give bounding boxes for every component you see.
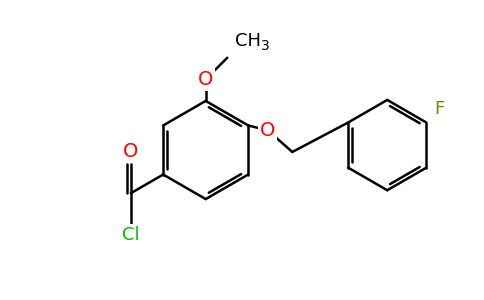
Text: F: F — [434, 100, 444, 118]
Text: CH: CH — [235, 32, 261, 50]
Text: Cl: Cl — [122, 226, 140, 244]
Text: O: O — [123, 142, 138, 161]
Text: O: O — [198, 70, 213, 89]
Text: O: O — [260, 121, 275, 140]
Text: 3: 3 — [261, 39, 270, 53]
